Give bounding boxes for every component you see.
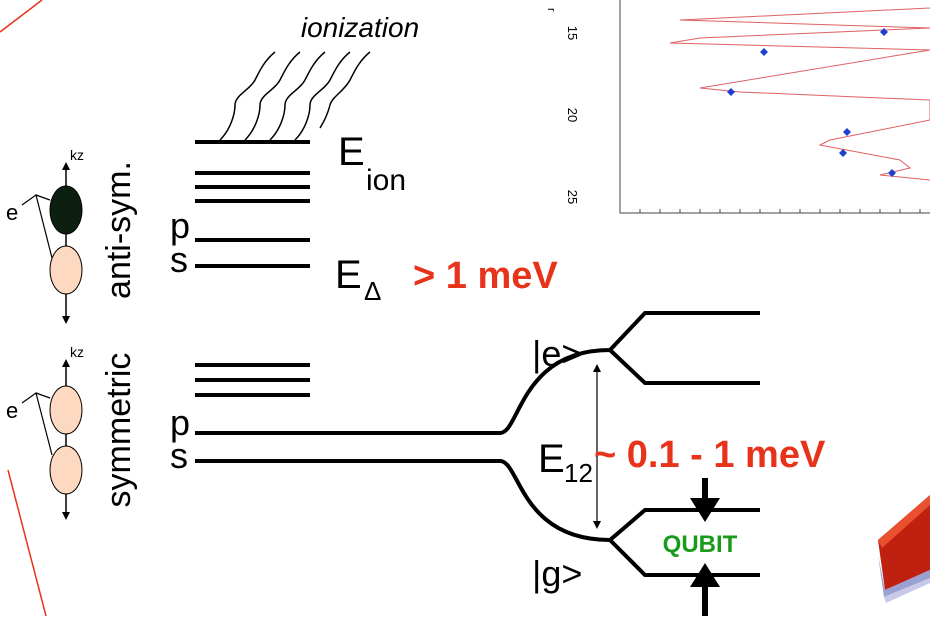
g-state: |g> <box>532 553 582 594</box>
e12: E <box>538 437 565 481</box>
parity-label: symmetric <box>100 353 138 508</box>
ionization-waves <box>220 52 370 140</box>
device-slab <box>878 495 930 603</box>
kz-label: kz <box>70 344 84 360</box>
tick-label: 25 <box>565 190 580 204</box>
gap-label: > 1 meV <box>413 255 558 297</box>
e-ion-sub: ion <box>366 164 406 197</box>
e-state: |e> <box>532 333 582 374</box>
gap-label: ~ 0.1 - 1 meV <box>594 434 826 476</box>
e-delta: E <box>335 253 362 297</box>
e-ion: E <box>338 130 365 174</box>
tick-label: 15 <box>565 26 580 40</box>
upper-levels <box>195 142 310 266</box>
frame-line <box>8 470 46 616</box>
diagram: r 15 20 25 ionization E ion E Δ > 1 meV … <box>0 0 930 616</box>
ionization-label: ionization <box>301 12 419 43</box>
axis-label: r <box>545 8 557 12</box>
tick-label: 20 <box>565 108 580 122</box>
e12-sub: 12 <box>564 458 593 488</box>
delta-sub: Δ <box>364 276 381 306</box>
s-label: s <box>170 239 188 280</box>
electron-label: e <box>6 200 18 225</box>
electron-label: e <box>6 398 18 423</box>
parity-label: anti-sym. <box>100 161 138 299</box>
kz-label: kz <box>70 147 84 163</box>
frame-line <box>0 0 42 32</box>
s-label: s <box>170 435 188 476</box>
symmetric-molecule <box>22 359 82 520</box>
qubit-label: QUBIT <box>663 531 738 558</box>
anti-sym-molecule <box>22 162 82 324</box>
inset-plot: r 15 20 25 <box>545 0 930 213</box>
